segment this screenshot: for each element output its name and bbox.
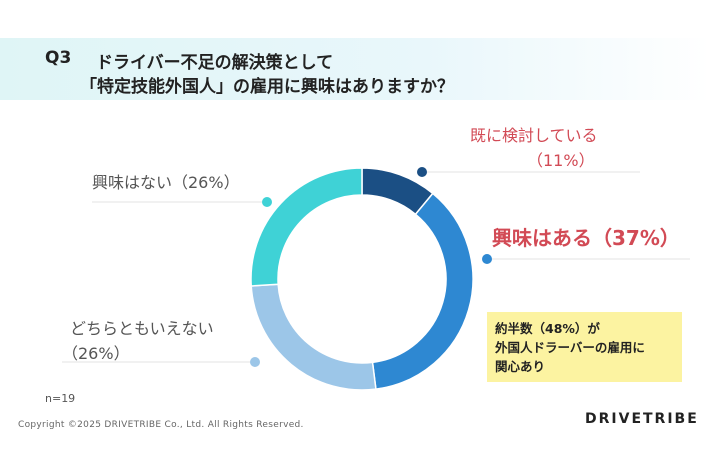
donut-slice-neutral bbox=[250, 283, 377, 391]
leader-dot-neutral bbox=[250, 357, 260, 367]
label-neutral-pct: （26%） bbox=[62, 344, 130, 363]
callout-line3: 関心あり bbox=[495, 359, 546, 374]
brand-logo: DRIVETRIBE bbox=[585, 411, 699, 427]
leader-dot-considering bbox=[417, 167, 427, 177]
donut-slices bbox=[250, 167, 474, 391]
label-interested: 興味はある（37%） bbox=[492, 226, 680, 250]
callout-line2: 外国人ドラーバーの雇用に bbox=[495, 340, 645, 355]
label-not-interested: 興味はない（26%） bbox=[92, 173, 240, 192]
leader-dot-interested bbox=[482, 254, 492, 264]
label-considering-pct: （11%） bbox=[527, 151, 595, 170]
label-considering-name: 既に検討している bbox=[470, 126, 598, 145]
label-neutral-name: どちらともいえない bbox=[70, 319, 214, 338]
leader-lines bbox=[62, 167, 690, 367]
question-number: Q3 bbox=[45, 48, 72, 68]
copyright-text: Copyright ©2025 DRIVETRIBE Co., Ltd. All… bbox=[18, 420, 304, 430]
donut-slice-not-interested bbox=[250, 167, 363, 287]
callout-line1: 約半数（48%）が bbox=[495, 321, 600, 336]
sample-size: n=19 bbox=[45, 392, 76, 405]
donut-slice-interested bbox=[371, 192, 474, 390]
question-title-line2: 「特定技能外国人」の雇用に興味はありますか？ bbox=[80, 77, 454, 97]
leader-dot-not-interested bbox=[262, 197, 272, 207]
callout-box: 約半数（48%）が 外国人ドラーバーの雇用に 関心あり bbox=[487, 312, 682, 382]
question-title-line1: ドライバー不足の解決策として bbox=[96, 53, 334, 73]
header-band bbox=[0, 38, 710, 100]
